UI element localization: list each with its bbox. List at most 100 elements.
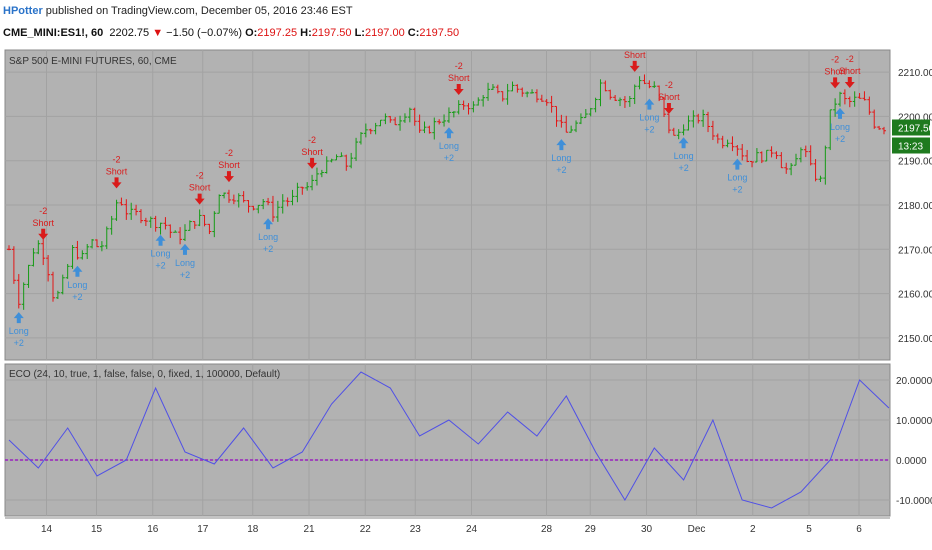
time-axis[interactable]: 14 15 16 17 18 21 22 23 24 28 29 30 Dec 2 5 6 bbox=[5, 517, 890, 535]
price-bar bbox=[11, 246, 16, 284]
price-bar bbox=[745, 149, 750, 163]
countdown-tag bbox=[892, 137, 930, 154]
price-bar bbox=[31, 248, 36, 267]
long-signal: Long +2 bbox=[439, 127, 459, 163]
price-bar bbox=[148, 216, 153, 228]
down-arrow-icon bbox=[663, 102, 674, 114]
short-signal: Short -2 bbox=[218, 148, 240, 183]
price-bar bbox=[715, 133, 720, 144]
price-bar bbox=[36, 240, 41, 255]
price-bar bbox=[882, 126, 886, 135]
price-bar bbox=[266, 197, 271, 206]
short-signal-label: Short bbox=[448, 73, 470, 83]
price-bar bbox=[735, 145, 740, 156]
long-signal-label: Long bbox=[551, 153, 571, 163]
price-bar bbox=[857, 93, 862, 99]
price-bar bbox=[383, 113, 388, 125]
price-bar bbox=[750, 161, 755, 168]
short-signal-qty: -2 bbox=[846, 54, 854, 64]
price-bar bbox=[99, 241, 104, 252]
long-signal: Long +2 bbox=[258, 218, 278, 254]
price-bar bbox=[637, 76, 642, 90]
long-signal-label: Long bbox=[175, 258, 195, 268]
price-bar bbox=[588, 107, 593, 117]
price-bar bbox=[153, 215, 158, 232]
price-bar bbox=[295, 182, 300, 203]
countdown-label: 13:23 bbox=[898, 142, 923, 153]
up-arrow-icon bbox=[443, 127, 454, 139]
price-bar bbox=[593, 97, 598, 113]
price-bar bbox=[285, 197, 290, 207]
oscillator-line bbox=[8, 371, 890, 509]
price-bar bbox=[534, 89, 539, 103]
high-label: H: bbox=[300, 27, 312, 39]
price-tick-label: 2190.00 bbox=[898, 157, 932, 168]
price-bar bbox=[231, 194, 236, 205]
price-bar bbox=[662, 97, 667, 118]
oscillator-panel[interactable]: ECO (24, 10, true, 1, false, false, 0, f… bbox=[4, 363, 891, 517]
price-axis[interactable]: 2150.00 2160.00 2170.00 2180.00 2190.00 2200.… bbox=[892, 68, 932, 507]
price-bar bbox=[696, 113, 701, 124]
long-signal-label: Long bbox=[9, 326, 29, 336]
price-bar bbox=[104, 226, 109, 250]
close-label: C: bbox=[407, 27, 420, 39]
short-signal-qty: -2 bbox=[665, 80, 673, 90]
time-tick-label: 22 bbox=[360, 524, 372, 535]
price-bar bbox=[730, 136, 735, 152]
chart-area[interactable]: S&P 500 E-MINI FUTURES, 60, CME Long+2Lo… bbox=[0, 48, 932, 550]
long-signal: Long +2 bbox=[551, 139, 571, 175]
short-signal: Short -2 bbox=[32, 206, 54, 240]
down-arrow-icon bbox=[38, 228, 49, 240]
price-bar bbox=[520, 87, 525, 97]
price-bar bbox=[613, 94, 618, 102]
price-bar bbox=[354, 137, 359, 161]
price-bar bbox=[515, 84, 520, 93]
oscillator-tick-label: 0.0000 bbox=[896, 456, 927, 467]
price-bar bbox=[212, 211, 217, 238]
price-bar bbox=[319, 169, 324, 178]
short-signal-qty: -2 bbox=[225, 148, 233, 158]
price-bar bbox=[486, 82, 491, 101]
open-value: 2197.25 bbox=[257, 27, 298, 39]
up-arrow-icon bbox=[678, 137, 689, 149]
price-bar bbox=[539, 94, 544, 102]
price-bar bbox=[358, 132, 363, 145]
price-bar bbox=[789, 163, 794, 176]
short-signal-qty: -2 bbox=[113, 154, 121, 164]
price-bar bbox=[862, 91, 867, 101]
price-bar bbox=[681, 124, 686, 136]
price-bar bbox=[476, 97, 481, 106]
up-arrow-icon bbox=[644, 98, 655, 110]
price-bar bbox=[217, 194, 222, 214]
price-bar bbox=[339, 152, 344, 158]
price-bar bbox=[578, 113, 583, 125]
price-tick-label: 2180.00 bbox=[898, 201, 932, 212]
symbol-label[interactable]: CME_MINI:ES1!, 60 bbox=[3, 27, 104, 39]
price-bar bbox=[251, 205, 256, 211]
price-bar bbox=[207, 223, 212, 235]
price-bar bbox=[143, 217, 148, 226]
price-bar bbox=[26, 264, 31, 288]
price-bar bbox=[583, 109, 588, 119]
price-bar bbox=[632, 84, 637, 105]
price-bar bbox=[769, 146, 774, 158]
price-bar bbox=[21, 282, 26, 310]
price-panel[interactable]: S&P 500 E-MINI FUTURES, 60, CME Long+2Lo… bbox=[4, 48, 891, 361]
price-bar bbox=[451, 111, 456, 118]
down-arrow-icon bbox=[307, 157, 318, 169]
price-bar bbox=[222, 192, 227, 199]
price-bar bbox=[310, 174, 315, 191]
long-signal-qty: +2 bbox=[72, 292, 82, 302]
short-signal-qty: -2 bbox=[196, 171, 204, 181]
time-tick-label: 6 bbox=[856, 524, 862, 535]
down-arrow-icon bbox=[223, 171, 234, 183]
price-bar bbox=[803, 145, 808, 158]
short-signal-label: Short bbox=[839, 66, 861, 76]
last-price-tag-label: 2197.50 bbox=[898, 124, 932, 135]
author-link[interactable]: HPotter bbox=[3, 5, 43, 17]
price-tick-label: 2200.00 bbox=[898, 112, 932, 123]
price-bar bbox=[388, 115, 393, 123]
price-tick-label: 2150.00 bbox=[898, 334, 932, 345]
price-bar bbox=[838, 91, 843, 107]
up-arrow-icon bbox=[155, 234, 166, 246]
